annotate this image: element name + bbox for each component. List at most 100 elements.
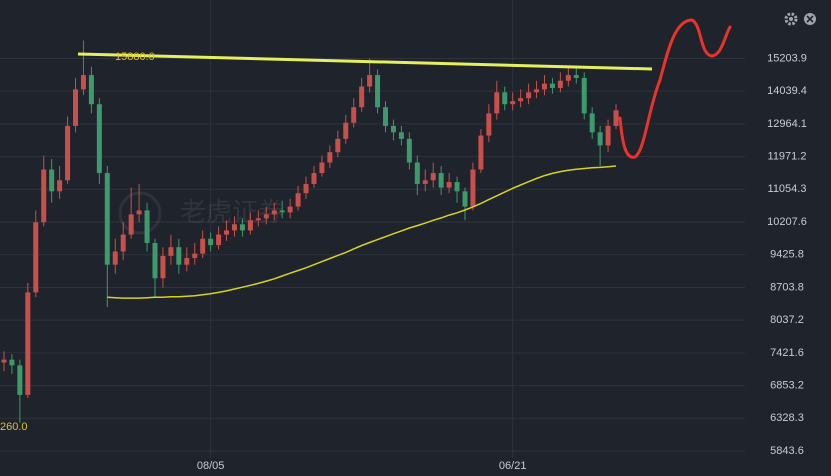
candle-body	[327, 152, 333, 163]
candle-body	[263, 214, 269, 219]
candle-body	[152, 242, 158, 279]
candle-body	[367, 75, 373, 87]
candle-body	[160, 255, 166, 279]
candle-body	[41, 169, 47, 223]
candle-body	[494, 92, 500, 114]
candle-body	[390, 125, 396, 133]
candle-body	[239, 224, 245, 231]
y-tick-label: 14039.4	[767, 85, 807, 97]
candle-body	[549, 83, 555, 88]
candle-body	[287, 206, 293, 213]
candle-body	[422, 180, 428, 184]
y-tick-label: 5843.6	[770, 445, 804, 457]
candle-body	[144, 210, 150, 243]
candle-body	[605, 125, 611, 146]
candle-body	[510, 101, 516, 105]
y-tick-label: 8037.2	[770, 314, 804, 326]
candle-body	[597, 132, 603, 146]
candle-body	[255, 218, 261, 221]
candle-body	[383, 107, 389, 126]
y-tick-label: 9425.8	[770, 249, 804, 261]
y-tick-label: 7421.6	[770, 347, 804, 359]
plot	[1, 40, 619, 423]
candle-body	[462, 191, 468, 207]
candle-body	[430, 173, 436, 181]
candle-body	[80, 75, 86, 90]
candle-body	[454, 182, 460, 192]
y-tick-label: 11971.2	[768, 150, 807, 162]
settings-button[interactable]	[784, 12, 798, 26]
candle-body	[343, 122, 349, 139]
grid	[0, 0, 745, 458]
candle-body	[502, 92, 508, 105]
hand-drawing	[618, 18, 732, 159]
candle-body	[518, 98, 524, 102]
candle-body	[565, 75, 571, 81]
candle-body	[589, 113, 595, 133]
candle-body	[478, 135, 484, 170]
candle-body	[613, 110, 619, 126]
y-tick-label: 15203.9	[767, 52, 807, 64]
candle-body	[295, 193, 301, 207]
candle-body	[534, 89, 540, 93]
candle-body	[120, 234, 126, 252]
trend-line	[77, 52, 653, 71]
candle-body	[335, 138, 341, 153]
candle-body	[25, 292, 31, 395]
candle-body	[351, 107, 357, 123]
candle-body	[319, 162, 325, 174]
candle-body	[9, 359, 15, 366]
candle-body	[224, 230, 230, 235]
candle-body	[17, 365, 23, 395]
candle-body	[557, 80, 563, 88]
candle-body	[311, 173, 317, 184]
candle-body	[57, 180, 63, 192]
candle-body	[33, 222, 39, 293]
candle-body	[231, 224, 237, 231]
candle-body	[375, 75, 381, 108]
candle-body	[446, 182, 452, 188]
low-label: 260.0	[0, 421, 28, 433]
y-tick-label: 12964.1	[767, 118, 807, 130]
high-label: 15880.0	[115, 51, 155, 63]
candle-body	[526, 92, 532, 99]
candle-body	[438, 173, 444, 188]
candle-body	[49, 169, 55, 192]
candle-body	[247, 220, 253, 231]
candle-body	[184, 258, 190, 265]
candle-body	[104, 173, 110, 265]
y-tick-label: 11054.3	[768, 183, 807, 195]
y-tick-label: 8703.8	[770, 281, 804, 293]
x-tick-label: 06/21	[499, 460, 527, 472]
candle-body	[303, 183, 309, 194]
candle-body	[65, 125, 71, 181]
candle-body	[486, 113, 492, 136]
candle-body	[581, 77, 587, 114]
candle-body	[112, 251, 118, 265]
candle-body	[541, 83, 547, 90]
y-tick-label: 6328.3	[770, 412, 804, 424]
moving-average-line	[107, 165, 617, 299]
close-button[interactable]	[804, 13, 816, 25]
candle-body	[1, 359, 7, 363]
candle-body	[136, 210, 142, 215]
candle-body	[279, 210, 285, 213]
y-tick-label: 6853.2	[770, 379, 804, 391]
candle-body	[271, 210, 277, 215]
candle-body	[359, 86, 365, 108]
candle-body	[208, 238, 214, 246]
x-tick-label: 08/05	[197, 460, 225, 472]
candle-body	[88, 75, 94, 105]
candle-body	[216, 234, 222, 246]
candle-body	[128, 214, 134, 235]
candle-body	[73, 89, 79, 126]
watermark-logo	[118, 191, 162, 235]
candle-body	[192, 253, 198, 259]
candle-body	[398, 132, 404, 139]
candle-body	[176, 247, 182, 265]
candle-body	[573, 75, 579, 78]
candle-body	[168, 247, 174, 256]
candle-body	[414, 162, 420, 184]
